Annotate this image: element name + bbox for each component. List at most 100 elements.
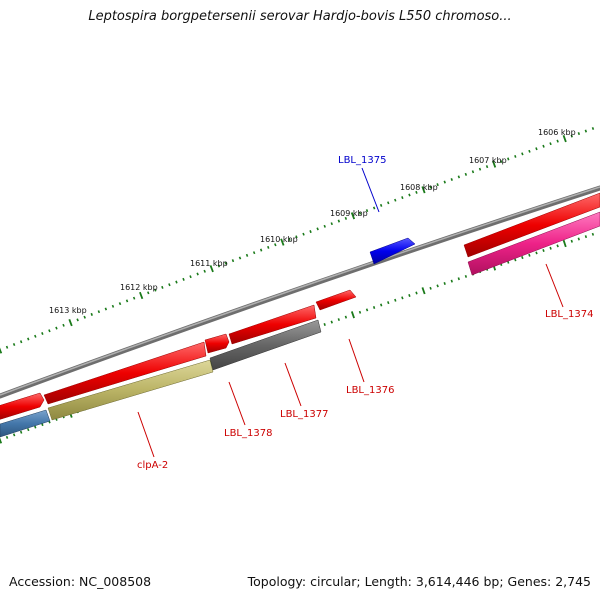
scale-label-1610: 1610 kbp [260, 235, 298, 244]
label-lbl-1374: LBL_1374 [545, 309, 593, 320]
inner-scale-tick [408, 293, 411, 297]
reverse-strand-genes [0, 211, 600, 438]
outer-scale-tick [507, 157, 510, 161]
outer-scale-tick [83, 315, 86, 319]
outer-scale-tick [48, 329, 51, 333]
gene-clpa-2[interactable] [47, 359, 214, 421]
inner-scale-tick [337, 318, 340, 322]
outer-scale-tick [436, 183, 439, 187]
outer-scale-tick [401, 196, 404, 200]
outer-scale-tick [521, 152, 524, 156]
gene-forward-4[interactable] [228, 304, 317, 345]
inner-scale-tick [514, 258, 517, 262]
forward-strand-genes [0, 192, 600, 420]
outer-scale-tick [379, 203, 383, 207]
scale-label-1609: 1609 kbp [330, 209, 368, 218]
inner-scale-tick [34, 425, 37, 429]
gene-steel[interactable] [0, 409, 51, 438]
label-lbl-1376: LBL_1376 [346, 385, 394, 396]
gene-labels: LBL_1375 LBL_1374 LBL_1376 LBL_1377 LBL_… [137, 155, 593, 471]
outer-scale-tick [252, 251, 256, 255]
outer-scale-tick [104, 307, 108, 311]
outer-scale-tick [358, 211, 362, 215]
map-title: Leptospira borgpetersenii serovar Hardjo… [88, 9, 512, 24]
outer-scale-tick [577, 132, 581, 136]
gene-forward-1[interactable] [0, 392, 45, 420]
inner-scale-tick [535, 251, 538, 255]
outer-scale-tick [492, 160, 497, 168]
inner-scale-tick [350, 311, 355, 319]
outer-scale-tick [450, 178, 453, 181]
outer-scale-tick [421, 186, 426, 194]
inner-scale-tick [330, 320, 333, 324]
outer-scale-tick [394, 198, 397, 202]
inner-scale-tick [429, 286, 432, 290]
accession-text: Accession: NC_008508 [9, 574, 152, 589]
outer-scale-tick [485, 165, 489, 169]
outer-scale-tick [118, 302, 122, 306]
inner-scale-tick [443, 282, 446, 286]
inner-scale-tick [19, 430, 23, 434]
outer-scale-tick [415, 190, 418, 194]
outer-scale-tick [189, 275, 192, 279]
inner-scale-tick [556, 244, 559, 248]
outer-scale-tick [168, 283, 171, 287]
inner-scale-tick [344, 315, 348, 319]
outer-scale-tick [125, 299, 129, 303]
gene-forward-3[interactable] [204, 333, 230, 354]
outer-scale-tick [562, 134, 567, 143]
inner-scale-tick [570, 239, 573, 243]
inner-scale-tick [591, 232, 595, 236]
gene-forward-5[interactable] [315, 289, 357, 311]
gene-forward-2[interactable] [43, 341, 207, 405]
outer-scale-tick [209, 265, 214, 273]
inner-scale-tick [0, 437, 3, 444]
inner-scale-tick [358, 310, 362, 314]
outer-scale-tick [372, 206, 376, 210]
label-lbl-1377: LBL_1377 [280, 409, 328, 420]
gene-forward-6[interactable] [463, 192, 600, 258]
inner-scale-tick [323, 322, 326, 326]
outer-scale-tick [584, 129, 588, 133]
outer-scale-tick [76, 318, 79, 322]
outer-scale-tick [90, 312, 93, 316]
gene-lbl-1374[interactable] [467, 211, 600, 276]
outer-scale-tick [528, 149, 531, 153]
inner-scale-tick [528, 253, 531, 257]
outer-scale-tick [471, 170, 475, 174]
chromosome-backbone [0, 185, 600, 399]
scale-label-1613: 1613 kbp [49, 306, 87, 315]
scale-label-1612: 1612 kbp [120, 283, 158, 292]
outer-scale-tick [535, 147, 538, 151]
outer-scale-tick [591, 127, 595, 130]
inner-scale-tick [562, 239, 567, 248]
outer-scale-tick [224, 261, 228, 265]
gene-lbl-1378[interactable] [209, 319, 322, 371]
inner-scale-tick [521, 256, 524, 260]
outer-scale-tick [457, 175, 461, 179]
scale-label-1608: 1608 kbp [400, 183, 438, 192]
outer-scale-tick [323, 224, 326, 228]
inner-scale-tick [464, 274, 468, 278]
scale-label-1607: 1607 kbp [469, 156, 507, 165]
inner-scale-tick [380, 303, 383, 307]
label-lbl-1378: LBL_1378 [224, 428, 272, 439]
outer-scale-tick [5, 345, 9, 349]
inner-scale-tick [450, 279, 453, 283]
inner-scale-tick [365, 308, 369, 312]
outer-scale-tick [111, 304, 115, 308]
outer-scale-tick [27, 337, 30, 341]
outer-scale-tick [542, 144, 545, 148]
inner-scale-tick [415, 291, 418, 295]
outer-scale-tick [231, 259, 235, 263]
topology-summary: Topology: circular; Length: 3,614,446 bp… [247, 574, 591, 589]
outer-scale-tick [217, 264, 221, 268]
outer-scale-tick [267, 245, 270, 249]
inner-scale-tick [542, 249, 545, 253]
outer-scale-tick [19, 340, 23, 344]
outer-scale-tick [196, 272, 199, 276]
outer-scale-tick [259, 248, 263, 252]
gene-lbl-1375[interactable] [369, 237, 416, 265]
outer-scale-tick [274, 243, 277, 247]
inner-scale-tick [394, 298, 397, 302]
